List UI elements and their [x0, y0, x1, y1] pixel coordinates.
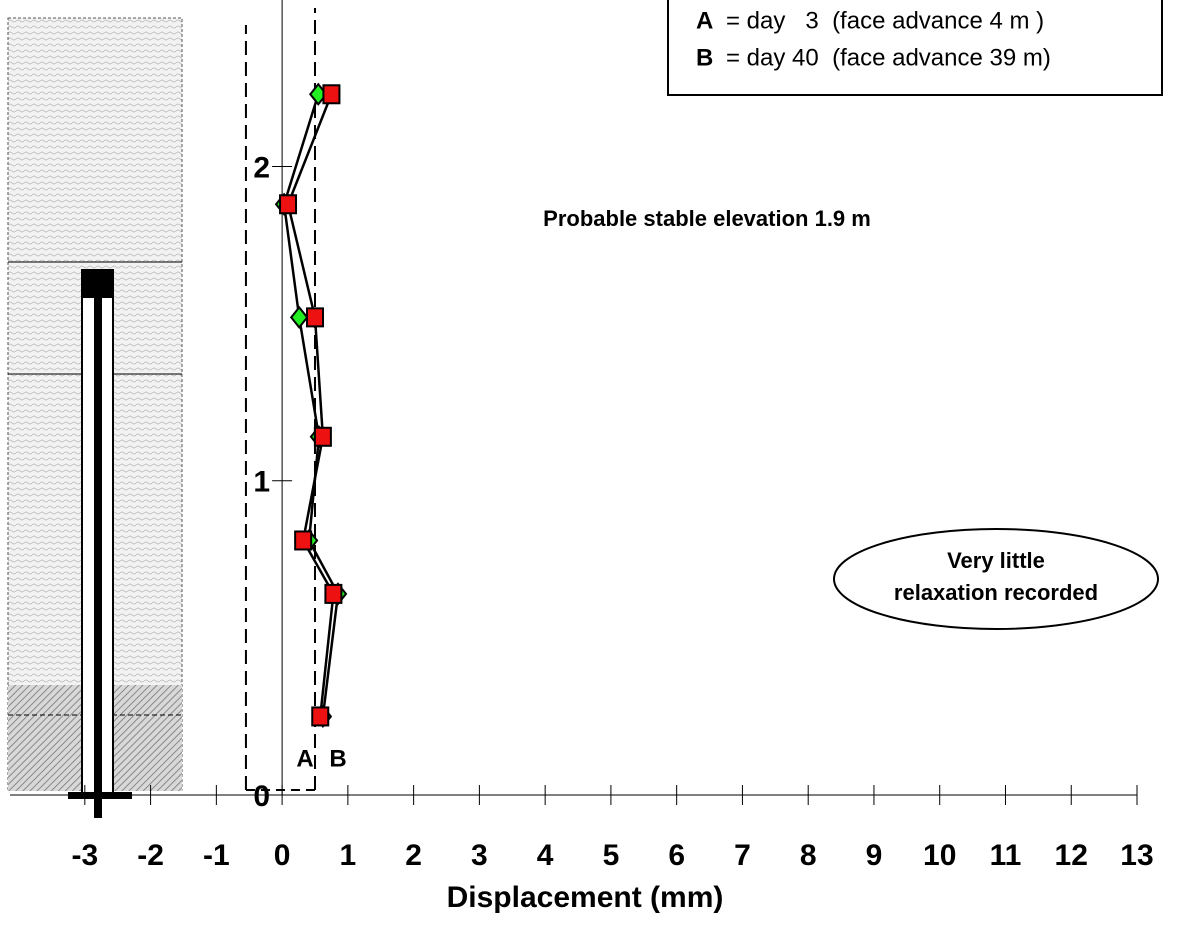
- legend-name: A: [696, 7, 713, 34]
- x-tick-label: -2: [137, 839, 164, 872]
- y-tick-label: 2: [253, 151, 270, 184]
- marker: [311, 706, 330, 727]
- x-tick-label: 5: [603, 839, 620, 872]
- x-tick-label: 1: [340, 839, 357, 872]
- callout: [833, 528, 1159, 630]
- x-tick-label: 2: [405, 839, 422, 872]
- annotation: Probable stable elevation 1.9 m: [543, 206, 871, 231]
- legend-label: = day 3 (face advance 4 m ): [726, 7, 1044, 34]
- marker: [324, 583, 343, 604]
- borehole-diagram: [7, 17, 183, 818]
- marker: [279, 194, 298, 215]
- marker: [305, 307, 324, 328]
- x-axis-label: Displacement (mm): [447, 881, 724, 914]
- series-line: [286, 93, 335, 717]
- marker: [294, 530, 313, 551]
- marker: [313, 426, 332, 447]
- x-tick-label: 8: [800, 839, 817, 872]
- x-tick-label: 9: [866, 839, 883, 872]
- legend-name: B: [696, 44, 713, 71]
- annotation: relaxation recorded: [894, 580, 1098, 605]
- x-tick-label: 10: [923, 839, 956, 872]
- marker: [289, 305, 309, 329]
- x-tick-label: 3: [471, 839, 488, 872]
- x-tick-label: 11: [990, 839, 1022, 872]
- x-tick-label: 7: [734, 839, 751, 872]
- legend-label: = day 40 (face advance 39 m): [726, 44, 1051, 71]
- x-tick-label: 6: [668, 839, 685, 872]
- legend: [667, 0, 1163, 96]
- series-tag: B: [329, 745, 346, 772]
- x-tick-label: 4: [537, 839, 554, 872]
- y-tick-label: 0: [253, 780, 270, 813]
- x-tick-label: -3: [71, 839, 98, 872]
- x-tick-label: -1: [203, 839, 230, 872]
- series-tag: A: [296, 745, 313, 772]
- x-tick-label: 12: [1055, 839, 1088, 872]
- annotation: Very little: [947, 548, 1045, 573]
- x-tick-label: 13: [1120, 839, 1153, 872]
- y-tick-label: 1: [253, 466, 270, 499]
- x-tick-label: 0: [274, 839, 291, 872]
- marker: [322, 84, 341, 105]
